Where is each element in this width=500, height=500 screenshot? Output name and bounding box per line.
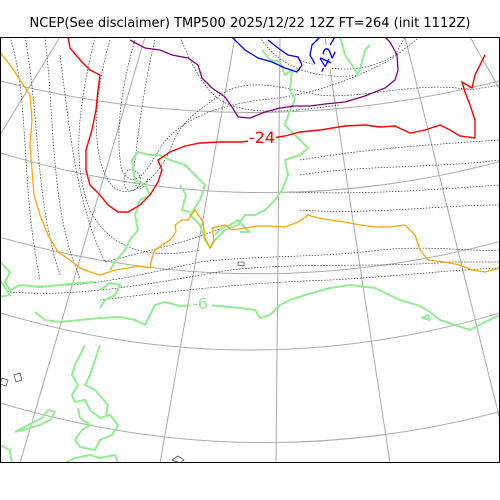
isotherm-red — [67, 37, 486, 213]
latitude-line — [0, 152, 500, 194]
island-outline — [237, 261, 245, 267]
contour-label-text: -24 — [249, 128, 275, 147]
latitude-line — [0, 236, 500, 275]
isotherm-purple — [129, 37, 399, 119]
coastline — [0, 261, 96, 291]
coastline — [64, 454, 119, 463]
coastline — [84, 344, 109, 416]
isotherm-line — [24, 37, 61, 276]
isotherm-orange — [0, 51, 500, 276]
longitude-line — [324, 37, 391, 463]
coastline — [214, 219, 251, 236]
graticule — [0, 37, 500, 463]
isotherm-line — [44, 37, 81, 279]
isotherm-line — [99, 267, 500, 301]
contour-label-minus24: -24 — [248, 128, 276, 147]
isotherm-line — [9, 37, 41, 281]
isotherm-line — [118, 37, 421, 180]
isotherm-line — [289, 184, 500, 194]
isotherm-line — [19, 247, 500, 287]
map-canvas: -24 -42 -6 — [0, 37, 500, 463]
dotted-isotherms — [9, 37, 500, 301]
map-title: NCEP(See disclaimer) TMP500 2025/12/22 1… — [29, 16, 471, 31]
coastline — [71, 344, 119, 451]
coastline — [0, 444, 13, 463]
latitude-line — [0, 402, 500, 444]
longitude-line — [159, 37, 236, 463]
map-background — [0, 37, 500, 463]
map-frame: -24 -42 -6 — [0, 37, 500, 463]
longitude-line — [0, 37, 61, 136]
isotherm-line — [259, 37, 361, 77]
latitude-line — [0, 312, 500, 351]
coastlines — [0, 37, 500, 463]
coastline — [14, 409, 56, 433]
island-outline — [13, 372, 23, 383]
longitude-line — [19, 37, 146, 463]
isotherm-line — [299, 37, 406, 70]
isotherm-line — [299, 139, 500, 161]
contour-label-minus6: -6 — [190, 294, 212, 313]
isotherm-line — [9, 261, 500, 294]
coastline — [0, 279, 11, 298]
isotherm-line — [123, 169, 141, 192]
longitude-line — [404, 37, 500, 421]
coastline — [421, 314, 431, 321]
coastline — [339, 37, 371, 76]
coastline — [34, 284, 500, 331]
isotherm-line — [299, 204, 500, 212]
longitude-line — [469, 37, 500, 91]
coastline — [99, 282, 121, 309]
contour-label-text: -6 — [192, 294, 208, 313]
latitude-line — [0, 80, 500, 113]
isotherm-line — [299, 159, 500, 176]
coastline — [179, 184, 191, 213]
isotherm-line — [59, 54, 241, 263]
